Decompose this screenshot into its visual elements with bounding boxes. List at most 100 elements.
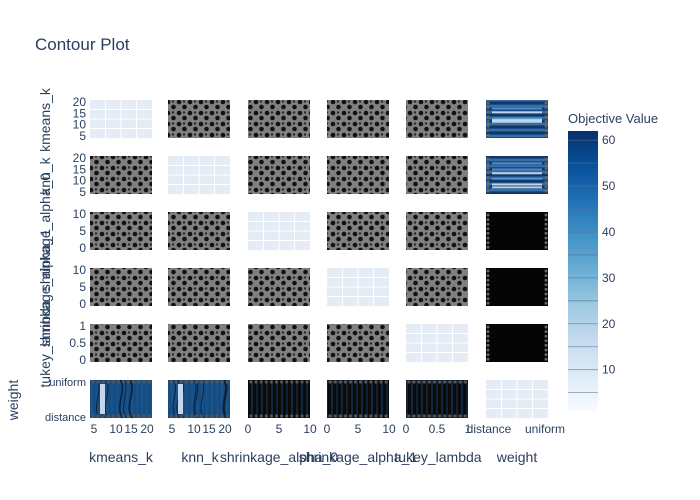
sample-marker xyxy=(249,380,253,384)
sample-marker xyxy=(101,380,105,384)
sample-marker xyxy=(544,301,548,305)
sample-marker xyxy=(422,414,426,418)
sample-marker xyxy=(486,129,490,133)
contour-fill xyxy=(486,212,548,250)
sample-marker xyxy=(174,380,178,384)
subplot-tukey_lambda-vs-knn_k xyxy=(168,324,230,362)
sample-marker xyxy=(249,414,253,418)
sample-marker xyxy=(486,334,490,338)
subplot-shrinkage_alpha_1-vs-knn_k xyxy=(168,268,230,306)
sample-marker xyxy=(544,222,548,226)
contour-fill xyxy=(90,156,152,194)
contour-band xyxy=(492,168,542,171)
colorbar-ticks: 10 20 30 40 50 60 xyxy=(602,133,616,377)
colorbar-tick-label: 20 xyxy=(602,317,616,331)
sample-marker xyxy=(333,380,337,384)
contour-band xyxy=(492,111,542,114)
y-tick-label: 0 xyxy=(79,297,86,311)
sample-marker xyxy=(254,414,258,418)
contour-line xyxy=(222,379,226,419)
sample-marker xyxy=(225,414,229,418)
subplot-shrinkage_alpha_1-vs-tukey_lambda xyxy=(406,268,468,306)
y-tick-label: 10 xyxy=(73,207,87,221)
sample-marker xyxy=(486,119,490,123)
sample-marker xyxy=(96,414,100,418)
sample-marker xyxy=(486,222,490,226)
x-tick-label: 5 xyxy=(276,422,283,436)
x-tick-label: 20 xyxy=(218,422,232,436)
subplot-tukey_lambda-vs-kmeans_k xyxy=(90,324,152,362)
contour-fill xyxy=(90,212,152,250)
chart-title: Contour Plot xyxy=(35,35,130,54)
sample-marker xyxy=(432,414,437,418)
sample-marker xyxy=(438,380,442,384)
sample-marker xyxy=(290,414,294,418)
x-tick-label: 0.5 xyxy=(429,422,446,436)
sample-marker xyxy=(427,380,431,384)
sample-marker xyxy=(122,380,126,384)
sample-marker xyxy=(544,269,548,273)
sample-marker xyxy=(142,414,146,418)
sample-marker xyxy=(544,292,548,296)
y-axis-title: shrinkage_alpha_0 xyxy=(37,173,53,292)
subplot-weight-vs-kmeans_k xyxy=(90,379,152,419)
contour-fill xyxy=(168,100,230,138)
contour-band xyxy=(492,162,542,165)
sample-marker xyxy=(544,334,548,338)
contour-band xyxy=(492,183,542,186)
y-axis-title: weight xyxy=(5,380,21,422)
sample-marker xyxy=(106,380,110,384)
sample-marker xyxy=(137,414,141,418)
x-tick-label: 10 xyxy=(109,422,123,436)
sample-marker xyxy=(274,380,279,384)
subplot-shrinkage_alpha_1-vs-shrinkage_alpha_0 xyxy=(248,268,310,306)
sample-marker xyxy=(348,414,352,418)
sample-marker xyxy=(486,330,490,334)
sample-marker xyxy=(269,380,273,384)
sample-marker xyxy=(544,297,548,301)
colorbar-tick-label: 40 xyxy=(602,225,616,239)
contour-fill xyxy=(406,380,468,418)
sample-marker xyxy=(544,171,548,175)
y-axis-title: tukey_lambda xyxy=(37,300,53,387)
colorbar-contour-lines xyxy=(568,139,598,394)
subplot-shrinkage_alpha_1-vs-weight xyxy=(486,268,548,306)
sample-marker xyxy=(210,380,214,384)
contour-fill xyxy=(327,212,389,250)
subplot-weight-vs-weight xyxy=(486,380,548,418)
sample-marker xyxy=(220,414,224,418)
sample-marker xyxy=(280,380,284,384)
sample-marker xyxy=(295,414,299,418)
sample-marker xyxy=(486,241,490,245)
y-tick-label: 5 xyxy=(79,224,86,238)
sample-marker xyxy=(364,380,368,384)
sample-marker xyxy=(486,339,490,343)
sample-marker xyxy=(338,380,342,384)
sample-marker xyxy=(205,380,209,384)
sample-marker xyxy=(359,414,363,418)
sample-marker xyxy=(486,353,490,357)
subplot-kmeans_k-vs-knn_k xyxy=(168,100,230,138)
sample-marker xyxy=(544,357,548,361)
x-tick-label: 10 xyxy=(303,422,317,436)
sample-marker xyxy=(328,414,332,418)
sample-marker xyxy=(142,380,146,384)
colorbar-tick-label: 10 xyxy=(602,363,616,377)
subplot-weight-vs-knn_k xyxy=(168,379,230,419)
sample-marker xyxy=(184,380,188,384)
sample-marker xyxy=(544,325,548,329)
subplot-grid xyxy=(90,100,548,419)
sample-marker xyxy=(486,180,490,184)
sample-marker xyxy=(147,380,151,384)
subplot-tukey_lambda-vs-shrinkage_alpha_0 xyxy=(248,324,310,362)
contour-band xyxy=(492,117,542,120)
subplot-kmeans_k-vs-shrinkage_alpha_1 xyxy=(327,100,389,138)
sample-marker xyxy=(101,414,105,418)
sample-marker xyxy=(417,414,421,418)
sample-marker xyxy=(544,231,548,235)
sample-marker xyxy=(132,414,136,418)
sample-marker xyxy=(280,414,284,418)
sample-marker xyxy=(359,380,363,384)
subplot-shrinkage_alpha_0-vs-weight xyxy=(486,212,548,250)
